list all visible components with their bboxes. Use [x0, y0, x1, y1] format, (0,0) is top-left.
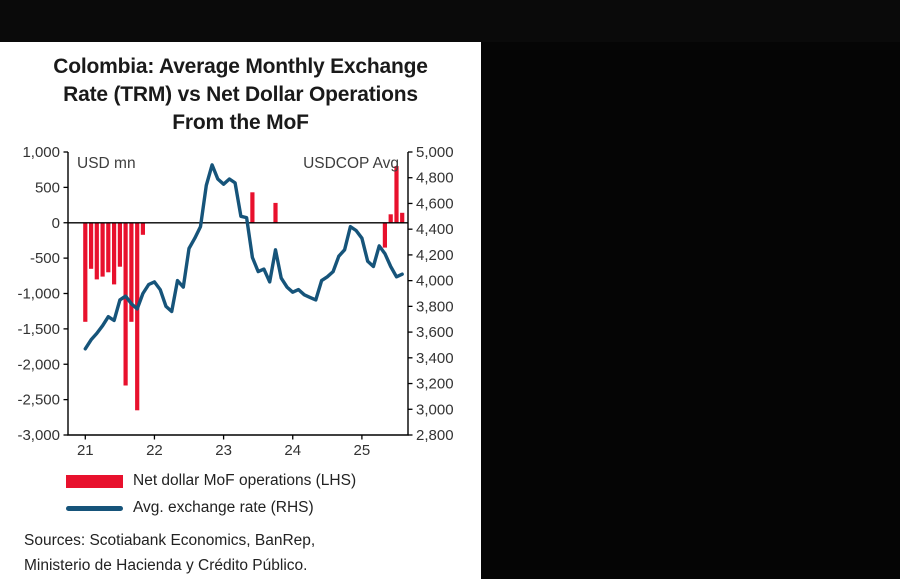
- chart-bar: [106, 222, 111, 273]
- bar-swatch-icon: [66, 474, 123, 488]
- left-axis-tick-label: 0: [52, 215, 60, 232]
- right-axis-tick-label: 5,000: [416, 144, 454, 161]
- right-axis-tick-label: 3,000: [416, 401, 454, 418]
- exchange-rate-line: [83, 163, 404, 351]
- chart-bar: [140, 222, 145, 235]
- chart-bar: [273, 202, 278, 223]
- left-axis-tick-label: 500: [35, 179, 60, 196]
- left-axis-tick-label: 1,000: [22, 144, 60, 161]
- sources-line-1: Sources: Scotiabank Economics, BanRep,: [24, 532, 316, 549]
- exchange-rate-chart: 1,000 500 0 -500 -1,000 -1,500 -2,000 -2,500 -3,…: [17, 144, 454, 459]
- sources-note: Sources: Scotiabank Economics, BanRep, M…: [24, 528, 315, 578]
- chart-panel: Colombia: Average Monthly Exchange Rate …: [0, 42, 481, 579]
- left-axis-tick-label: -1,500: [17, 321, 60, 338]
- chart-bar: [94, 222, 99, 280]
- chart-bar: [89, 222, 94, 269]
- right-axis-tick-label: 4,200: [416, 247, 454, 264]
- chart-bar: [400, 212, 405, 223]
- left-axis-tick-label: -2,000: [17, 356, 60, 373]
- right-axis-tick-label: 4,800: [416, 170, 454, 187]
- chart-title-line-2: Rate (TRM) vs Net Dollar Operations: [63, 83, 418, 106]
- legend-item-bars: Net dollar MoF operations (LHS): [66, 472, 356, 490]
- sources-line-2: Ministerio de Hacienda y Crédito Público…: [24, 557, 308, 574]
- x-axis-tick-label: 21: [77, 442, 94, 459]
- chart-bar: [112, 222, 117, 285]
- chart-bar: [394, 166, 399, 223]
- x-axis-tick-label: 23: [215, 442, 232, 459]
- x-axis-tick-label: 25: [354, 442, 371, 459]
- left-axis-tick-label: -3,000: [17, 427, 60, 444]
- right-axis-tick-label: 4,000: [416, 273, 454, 290]
- right-axis-tick-label: 3,400: [416, 350, 454, 367]
- chart-title-line-1: Colombia: Average Monthly Exchange: [53, 55, 428, 78]
- right-axis-tick-label: 2,800: [416, 427, 454, 444]
- chart-bar: [123, 222, 128, 386]
- chart-bar: [83, 222, 88, 322]
- right-black-panel: [481, 42, 900, 579]
- right-axis-tick-label: 3,800: [416, 298, 454, 315]
- axis-annotation: USD mn: [77, 155, 136, 172]
- chart-title-line-3: From the MoF: [172, 111, 309, 134]
- legend-label-bars: Net dollar MoF operations (LHS): [133, 472, 357, 489]
- x-axis-tick-label: 22: [146, 442, 163, 459]
- chart-bar: [129, 222, 134, 322]
- left-axis-tick-label: -2,500: [17, 392, 60, 409]
- legend-item-line: Avg. exchange rate (RHS): [66, 499, 356, 517]
- axis-annotation: USDCOP Avg: [303, 155, 399, 172]
- right-axis-tick-label: 4,600: [416, 195, 454, 212]
- left-axis-tick-label: -1,000: [17, 286, 60, 303]
- top-black-bar: [0, 0, 900, 42]
- chart-bar: [388, 214, 393, 223]
- left-axis-tick-label: -500: [30, 250, 60, 267]
- chart-bar: [100, 222, 105, 277]
- chart-legend: Net dollar MoF operations (LHS) Avg. exc…: [66, 472, 356, 526]
- chart-bar: [117, 222, 122, 267]
- legend-label-line: Avg. exchange rate (RHS): [133, 499, 314, 516]
- chart-bar: [382, 222, 387, 248]
- chart-bar: [250, 192, 255, 223]
- chart-bar: [135, 222, 140, 411]
- chart-title: Colombia: Average Monthly Exchange Rate …: [0, 53, 481, 137]
- right-axis-tick-label: 3,600: [416, 324, 454, 341]
- x-axis-tick-label: 24: [284, 442, 301, 459]
- right-axis-tick-label: 3,200: [416, 376, 454, 393]
- right-axis-tick-label: 4,400: [416, 221, 454, 238]
- line-swatch-icon: [66, 505, 123, 511]
